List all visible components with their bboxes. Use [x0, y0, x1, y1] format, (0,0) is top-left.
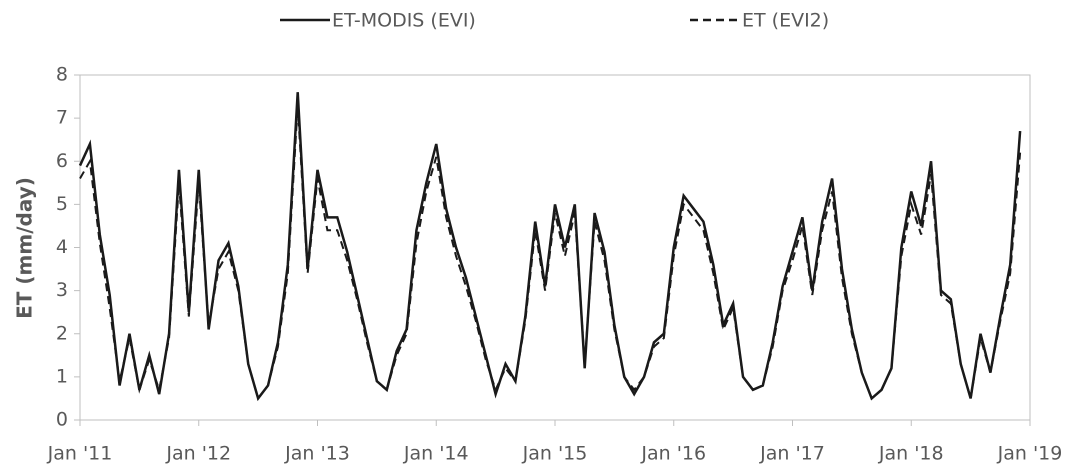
- x-tick-label: Jan '13: [284, 443, 350, 465]
- series-line: [79, 105, 1022, 401]
- y-tick-label: 7: [56, 107, 68, 129]
- x-tick-label: Jan '14: [403, 443, 469, 465]
- y-tick-label: 2: [56, 322, 68, 344]
- x-tick-label: Jan '16: [640, 443, 706, 465]
- y-tick-label: 8: [56, 64, 68, 86]
- y-tick-label: 0: [56, 409, 68, 431]
- y-tick-label: 6: [56, 150, 68, 172]
- y-axis-label: ET (mm/day): [13, 177, 37, 319]
- y-tick-label: 5: [56, 193, 68, 215]
- y-tick-label: 1: [56, 365, 68, 387]
- x-tick-label: Jan '18: [878, 443, 944, 465]
- y-tick-label: 4: [56, 236, 68, 258]
- plot-frame: [79, 74, 1031, 421]
- x-tick-label: Jan '17: [759, 443, 825, 465]
- x-tick-label: Jan '11: [47, 443, 113, 465]
- legend-label: ET-MODIS (EVI): [332, 10, 476, 32]
- x-tick-label: Jan '12: [165, 443, 231, 465]
- y-tick-label: 3: [56, 279, 68, 301]
- x-tick-label: Jan '15: [522, 443, 588, 465]
- x-tick-label: Jan '19: [997, 443, 1063, 465]
- legend-label: ET (EVI2): [742, 10, 829, 32]
